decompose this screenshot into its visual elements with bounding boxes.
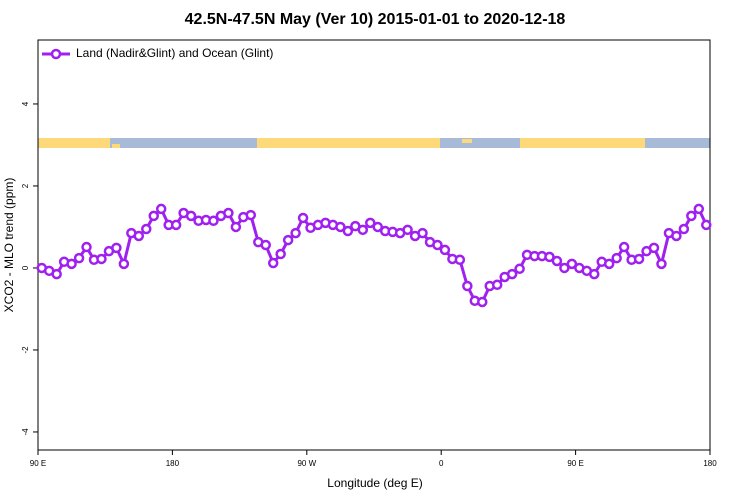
point [671, 230, 682, 242]
point [603, 258, 615, 270]
point [693, 203, 705, 215]
point [297, 212, 309, 224]
chart-title: 42.5N-47.5N May (Ver 10) 2015-01-01 to 2… [185, 11, 566, 28]
point [118, 258, 130, 270]
point [589, 268, 600, 280]
point [417, 227, 428, 239]
point [656, 258, 667, 270]
legend-marker [50, 48, 62, 60]
point [342, 225, 354, 237]
point [282, 234, 294, 246]
point [290, 227, 301, 239]
point [633, 253, 645, 265]
point [365, 217, 376, 229]
point [141, 223, 152, 235]
point [551, 255, 563, 267]
x-tick-label: 90 E [30, 459, 46, 468]
x-tick-label: 180 [703, 459, 717, 468]
point [275, 248, 286, 260]
point [506, 268, 518, 280]
y-axis-label: XCO2 - MLO trend (ppm) [2, 178, 16, 313]
x-tick-label: 90 W [297, 459, 316, 468]
point [51, 268, 62, 280]
point [357, 224, 369, 236]
land-ocean-strip [38, 138, 710, 148]
point [230, 221, 242, 233]
point [148, 210, 159, 222]
point [439, 244, 451, 256]
point [648, 242, 660, 254]
y-tick-label: 4 [21, 101, 30, 106]
x-tick-label: 0 [439, 459, 444, 468]
legend: Land (Nadir&Glint) and Ocean (Glint) [42, 46, 273, 60]
point [245, 209, 257, 221]
point [514, 263, 525, 275]
point [185, 210, 197, 222]
point [73, 252, 85, 264]
y-tick-label: 2 [21, 183, 30, 188]
point [454, 254, 466, 266]
point [267, 257, 279, 269]
point [544, 251, 555, 263]
point [686, 210, 697, 222]
point [432, 239, 443, 251]
point [81, 241, 92, 253]
point [223, 207, 234, 219]
y-tick-label: 0 [21, 265, 30, 270]
x-axis-label: Longitude (deg E) [327, 476, 422, 490]
point [559, 262, 570, 274]
point [96, 253, 107, 265]
point [611, 252, 622, 264]
point [335, 221, 346, 233]
point [260, 239, 271, 251]
legend-label: Land (Nadir&Glint) and Ocean (Glint) [76, 46, 273, 60]
point [372, 221, 383, 233]
x-tick-label: 180 [166, 459, 180, 468]
x-tick-label: 90 E [567, 459, 583, 468]
point [208, 215, 219, 227]
point [402, 224, 413, 236]
point [618, 241, 630, 253]
point [491, 279, 503, 291]
point [678, 223, 690, 235]
point [66, 258, 77, 270]
y-tick-label: -4 [21, 428, 30, 436]
point [111, 242, 122, 254]
point [566, 258, 578, 270]
y-tick-label: -2 [21, 346, 30, 354]
point [155, 203, 167, 215]
point [170, 219, 182, 231]
point [462, 280, 473, 292]
point [701, 219, 712, 231]
plot-frame [37, 39, 711, 451]
point [133, 230, 145, 242]
point [477, 296, 488, 308]
